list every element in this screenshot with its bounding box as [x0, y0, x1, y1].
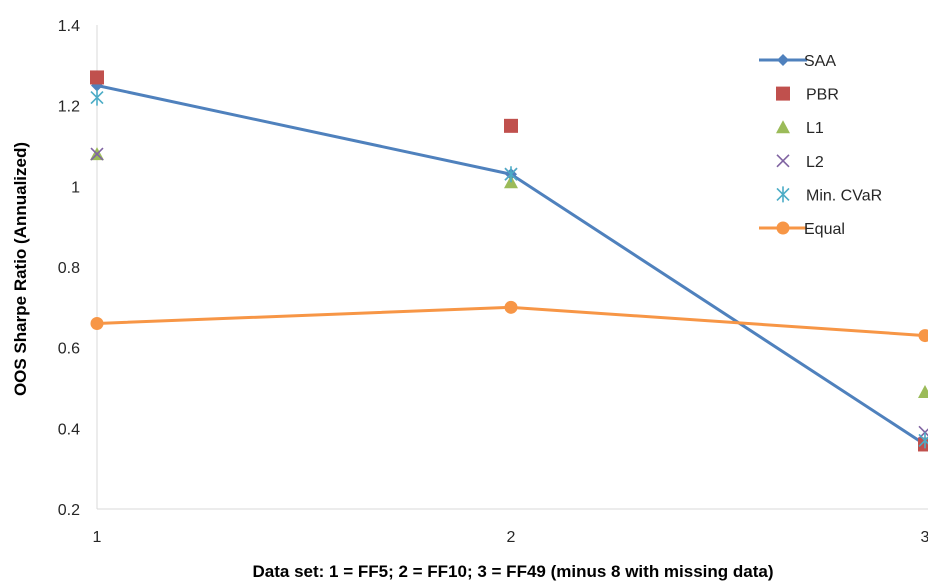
y-tick-label: 1.2: [58, 99, 80, 116]
legend-label-saa: SAA: [804, 53, 836, 70]
data-point-equal: [504, 300, 518, 314]
series-equal: [90, 300, 928, 343]
series-l2: [90, 147, 928, 439]
y-tick-label: 0.2: [58, 502, 80, 519]
legend: SAA PBR L1 L2 Min. CVaR Equal: [759, 53, 882, 238]
legend-item-l1: L1: [776, 120, 824, 137]
y-tick-label: 1.4: [58, 18, 80, 35]
legend-marker-l2: [776, 154, 790, 168]
series: [90, 70, 928, 452]
legend-label-l1: L1: [806, 120, 824, 137]
data-point-l2: [90, 147, 104, 161]
series-line-saa: [96, 84, 926, 446]
data-point-pbr: [504, 118, 518, 133]
y-tick-labels: 0.2 0.4 0.6 0.8 1 1.2 1.4: [58, 18, 80, 519]
series-l1: [90, 147, 928, 399]
legend-marker-pbr: [776, 86, 790, 101]
series-saa: [91, 79, 928, 451]
legend-item-min-cvar: Min. CVaR: [776, 186, 882, 204]
series-pbr: [90, 70, 928, 452]
legend-item-pbr: PBR: [776, 86, 839, 104]
data-point-min-cvar: [90, 89, 104, 106]
x-tick-label: 3: [921, 529, 928, 546]
legend-item-l2: L2: [776, 154, 824, 171]
legend-marker-equal: [776, 221, 790, 235]
legend-marker-l1: [776, 120, 790, 134]
legend-label-min-cvar: Min. CVaR: [806, 187, 882, 204]
data-point-pbr: [90, 70, 104, 85]
legend-item-equal: Equal: [759, 221, 845, 238]
x-tick-label: 1: [93, 529, 102, 546]
legend-marker-min-cvar: [776, 186, 790, 203]
legend-marker-saa: [777, 54, 789, 66]
legend-item-saa: SAA: [759, 53, 836, 70]
data-point-l1: [918, 385, 928, 399]
x-axis-title: Data set: 1 = FF5; 2 = FF10; 3 = FF49 (m…: [253, 562, 774, 581]
data-point-pbr: [918, 437, 928, 452]
y-axis-title: OOS Sharpe Ratio (Annualized): [11, 142, 30, 396]
data-point-min-cvar: [918, 432, 928, 449]
x-tick-labels: 1 2 3: [93, 529, 928, 546]
y-tick-label: 0.4: [58, 421, 80, 438]
legend-label-equal: Equal: [804, 221, 845, 238]
legend-label-l2: L2: [806, 154, 824, 171]
data-point-equal: [918, 329, 928, 343]
y-tick-label: 0.8: [58, 260, 80, 277]
data-point-min-cvar: [504, 166, 518, 183]
axes: [96, 25, 928, 510]
data-point-equal: [90, 316, 104, 330]
series-min-cvar: [90, 89, 928, 449]
legend-label-pbr: PBR: [806, 87, 839, 104]
x-tick-label: 2: [507, 529, 516, 546]
y-tick-label: 0.6: [58, 341, 80, 358]
y-tick-label: 1: [71, 179, 80, 196]
